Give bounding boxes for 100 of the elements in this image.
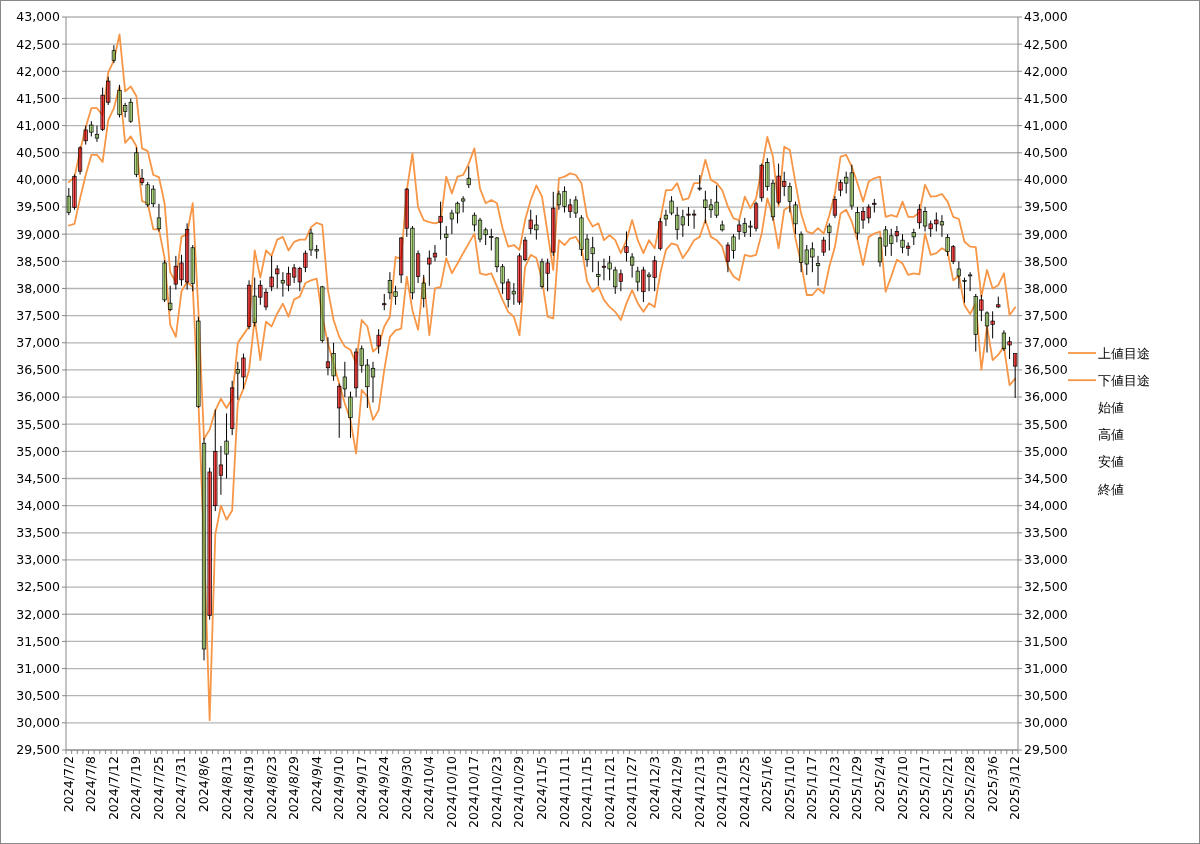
candlestick: [635, 266, 640, 292]
legend-label: 上値目途: [1098, 345, 1150, 361]
candlestick: [663, 209, 669, 227]
candlestick: [117, 84, 122, 118]
x-tick-label: 2025/1/23: [826, 756, 842, 821]
candlestick: [1007, 336, 1012, 360]
candlestick: [77, 145, 83, 175]
y-tick-label: 41,000: [16, 117, 61, 133]
x-tick-label: 2025/1/6: [759, 755, 775, 813]
candlestick: [252, 277, 257, 327]
x-tick-label: 2024/9/17: [353, 756, 369, 821]
candlestick: [472, 211, 477, 232]
y2-tick-label: 41,500: [1024, 90, 1068, 106]
candlestick: [201, 437, 207, 661]
y2-tick-label: 38,500: [1024, 253, 1068, 269]
y2-tick-label: 31,500: [1024, 633, 1068, 649]
candlestick: [844, 171, 849, 194]
x-tick-label: 2024/9/24: [376, 755, 392, 821]
candlestick: [601, 258, 607, 281]
candlestick: [590, 236, 595, 273]
candlestick: [179, 254, 184, 287]
candlestick: [83, 125, 88, 146]
candlestick: [393, 285, 398, 306]
candlestick: [382, 293, 387, 311]
candlestick: [534, 214, 539, 241]
x-tick-label: 2024/7/25: [150, 756, 166, 821]
y-tick-label: 37,000: [16, 335, 61, 351]
y-tick-label: 40,500: [16, 145, 61, 161]
y2-tick-label: 35,500: [1024, 416, 1068, 432]
candlestick: [427, 249, 432, 287]
candlestick: [337, 383, 342, 439]
candlestick: [731, 233, 736, 260]
candlestick: [782, 171, 787, 197]
candlestick: [246, 279, 252, 330]
legend-label: 下値目途: [1098, 372, 1150, 388]
x-tick-label: 2025/2/28: [962, 755, 978, 821]
x-tick-label: 2024/8/13: [218, 756, 234, 821]
candlestick: [765, 157, 770, 192]
y2-tick-label: 39,000: [1024, 226, 1068, 242]
candlestick: [641, 266, 646, 303]
x-tick-label: 2024/12/9: [669, 755, 685, 821]
y-tick-label: 36,500: [16, 362, 61, 378]
candlestick: [235, 361, 240, 401]
candlestick: [917, 203, 922, 230]
candlestick: [596, 260, 601, 287]
candlestick: [951, 244, 956, 265]
x-tick-label: 2024/9/10: [331, 755, 347, 821]
candlestick: [573, 195, 578, 219]
candlestick: [692, 209, 697, 230]
x-tick-label: 2024/10/17: [466, 756, 482, 829]
candlestick: [613, 266, 618, 295]
y-tick-label: 42,500: [16, 36, 61, 52]
candlestick: [556, 190, 561, 211]
y2-tick-label: 33,000: [1024, 552, 1068, 568]
candlestick: [979, 294, 984, 322]
x-tick-label: 2025/2/21: [939, 756, 955, 821]
y-tick-label: 41,500: [16, 90, 61, 106]
x-tick-label: 2024/7/12: [105, 756, 121, 821]
candlestick: [444, 225, 449, 257]
candlestick: [66, 187, 71, 216]
candlestick: [348, 391, 353, 439]
y-tick-label: 39,000: [16, 226, 61, 242]
y-tick-label: 38,000: [16, 280, 61, 296]
x-tick-label: 2024/7/2: [60, 756, 76, 813]
candlestick: [354, 347, 359, 398]
candlestick: [832, 195, 838, 219]
candlestick: [94, 125, 100, 143]
candlestick: [877, 236, 883, 268]
candlestick: [900, 233, 905, 254]
candlestick: [725, 241, 730, 273]
candlestick: [438, 201, 443, 241]
y2-tick-label: 37,000: [1024, 335, 1068, 351]
candlestick: [984, 310, 990, 354]
candlestick: [196, 316, 201, 409]
candlestick: [314, 244, 319, 260]
candlestick: [956, 260, 961, 289]
x-tick-label: 2025/2/17: [917, 756, 933, 821]
candlestick: [686, 206, 691, 227]
x-tick-label: 2025/1/29: [849, 755, 865, 821]
y2-tick-label: 34,000: [1024, 498, 1068, 514]
y-tick-label: 32,000: [16, 606, 61, 622]
candlestick: [922, 206, 928, 232]
x-tick-label: 2024/8/19: [241, 755, 257, 821]
x-tick-label: 2024/11/21: [601, 756, 617, 829]
text: 安値: [1098, 454, 1124, 470]
x-tick-label: 2024/11/15: [579, 756, 595, 829]
candlestick: [539, 258, 545, 289]
candlestick: [821, 236, 826, 257]
candlestick: [218, 445, 224, 496]
candlestick: [410, 225, 415, 300]
x-tick-label: 2024/11/5: [534, 756, 549, 821]
y-tick-label: 32,500: [16, 579, 61, 595]
candlestick: [331, 342, 336, 382]
candlestick: [968, 271, 973, 292]
candlestick: [123, 102, 128, 118]
y2-tick-label: 42,000: [1024, 63, 1068, 79]
candlestick: [224, 412, 229, 480]
candlestick: [292, 263, 297, 284]
candlestick: [528, 209, 533, 235]
y-tick-label: 35,500: [16, 416, 61, 432]
